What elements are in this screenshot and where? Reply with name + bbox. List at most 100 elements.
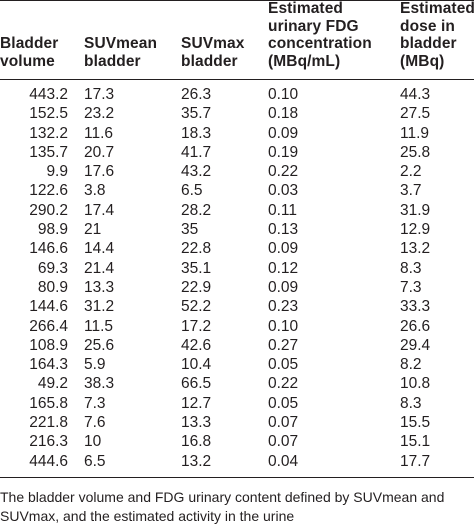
table-cell: 17.7: [400, 452, 431, 470]
table-cell: 11.5: [84, 317, 114, 335]
table-cell: 25.8: [400, 143, 431, 161]
table-header: Bladder volume SUVmean bladder SUVmax bl…: [0, 0, 474, 79]
table-cell: 0.22: [268, 163, 299, 181]
table-cell: 44.3: [400, 86, 431, 103]
table-row: 221.8 7.6 13.3 0.07 15.5: [0, 413, 474, 432]
table-cell: 0.13: [268, 221, 299, 239]
table-cell: 0.19: [268, 143, 299, 161]
table-cell: 7.3: [84, 394, 106, 412]
table-cell: 80.9: [37, 278, 68, 296]
table-cell: 42.6: [181, 336, 212, 354]
table-cell: 0.05: [268, 394, 299, 412]
table-cell: 22.8: [181, 240, 212, 258]
table-cell: 0.03: [268, 182, 299, 200]
table-row: 146.6 14.4 22.8 0.09 13.2: [0, 239, 474, 258]
table-cell: 0.05: [268, 356, 299, 374]
table-cell: 10: [84, 433, 102, 451]
table-row: 98.9 21 35 0.13 12.9: [0, 220, 474, 239]
table-cell: 7.3: [400, 278, 422, 296]
table-cell: 146.6: [29, 240, 68, 258]
table-row: 49.2 38.3 66.5 0.22 10.8: [0, 374, 474, 393]
table-cell: 29.4: [400, 336, 431, 354]
table-cell: 10.4: [181, 356, 212, 374]
table-cell: 0.07: [268, 414, 299, 432]
table-cell: 13.2: [400, 240, 431, 258]
table-row: 135.7 20.7 41.7 0.19 25.8: [0, 143, 474, 162]
table-cell: 26.3: [181, 86, 212, 103]
table-cell: 17.4: [84, 201, 115, 219]
table-row: 69.3 21.4 35.1 0.12 8.3: [0, 259, 474, 278]
table-row: 132.2 11.6 18.3 0.09 11.9: [0, 124, 474, 143]
table-cell: 108.9: [29, 336, 68, 354]
header-suvmax-bladder: SUVmax bladder: [181, 35, 245, 70]
table-cell: 13.3: [181, 414, 212, 432]
table-cell: 52.2: [181, 298, 212, 316]
header-rule: [0, 79, 474, 80]
table-cell: 13.2: [181, 452, 212, 470]
table-cell: 2.2: [400, 163, 422, 181]
table-cell: 43.2: [181, 163, 212, 181]
table-cell: 20.7: [84, 143, 115, 161]
table-cell: 11.9: [400, 124, 430, 142]
table-cell: 10.8: [400, 375, 431, 393]
table-cell: 12.7: [181, 394, 212, 412]
table-cell: 27.5: [400, 105, 431, 123]
table-row: 122.6 3.8 6.5 0.03 3.7: [0, 181, 474, 200]
table-cell: 35: [181, 221, 199, 239]
table-cell: 14.4: [84, 240, 115, 258]
table-row: 164.3 5.9 10.4 0.05 8.2: [0, 355, 474, 374]
table-cell: 8.3: [400, 259, 422, 277]
table-row: 152.5 23.2 35.7 0.18 27.5: [0, 104, 474, 123]
table-row: 290.2 17.4 28.2 0.11 31.9: [0, 201, 474, 220]
table-cell: 13.3: [84, 278, 115, 296]
table-cell: 17.2: [181, 317, 212, 335]
table-cell: 12.9: [400, 221, 431, 239]
table-cell: 66.5: [181, 375, 212, 393]
table-cell: 17.6: [84, 163, 115, 181]
table-cell: 22.9: [181, 278, 212, 296]
table-cell: 0.27: [268, 336, 299, 354]
table-row: 444.6 6.5 13.2 0.04 17.7: [0, 452, 474, 471]
table-row: 9.9 17.6 43.2 0.22 2.2: [0, 162, 474, 181]
table-cell: 0.04: [268, 452, 299, 470]
table-cell: 35.7: [181, 105, 212, 123]
table-cell: 5.9: [84, 356, 106, 374]
table-cell: 35.1: [181, 259, 212, 277]
table-cell: 31.9: [400, 201, 431, 219]
table-cell: 0.10: [268, 317, 299, 335]
table-cell: 15.1: [400, 433, 431, 451]
table-cell: 0.23: [268, 298, 299, 316]
top-rule: [0, 0, 474, 1]
table-cell: 33.3: [400, 298, 431, 316]
table-cell: 122.6: [29, 182, 68, 200]
table-cell: 9.9: [46, 163, 68, 181]
table-cell: 7.6: [84, 414, 106, 432]
table-cell: 221.8: [29, 414, 68, 432]
table-row: 165.8 7.3 12.7 0.05 8.3: [0, 394, 474, 413]
table-cell: 6.5: [84, 452, 106, 470]
table-cell: 0.10: [268, 86, 299, 103]
table-row: 216.3 10 16.8 0.07 15.1: [0, 432, 474, 451]
table-cell: 49.2: [37, 375, 68, 393]
table-cell: 216.3: [29, 433, 68, 451]
table-cell: 135.7: [29, 143, 68, 161]
table-cell: 0.11: [268, 201, 298, 219]
table-row: 108.9 25.6 42.6 0.27 29.4: [0, 336, 474, 355]
table-cell: 0.12: [268, 259, 299, 277]
table-cell: 17.3: [84, 86, 115, 103]
table-cell: 132.2: [29, 124, 68, 142]
table-cell: 23.2: [84, 105, 115, 123]
table-row: 144.6 31.2 52.2 0.23 33.3: [0, 297, 474, 316]
table-cell: 28.2: [181, 201, 212, 219]
table-cell: 3.8: [84, 182, 106, 200]
table-cell: 8.3: [400, 394, 422, 412]
table-cell: 3.7: [400, 182, 422, 200]
table-row: 443.2 17.3 26.3 0.10 44.3: [0, 85, 474, 104]
table-cell: 0.18: [268, 105, 299, 123]
table-cell: 0.22: [268, 375, 299, 393]
table-cell: 26.6: [400, 317, 431, 335]
table-cell: 98.9: [37, 221, 68, 239]
table-cell: 266.4: [29, 317, 68, 335]
table-cell: 11.6: [84, 124, 114, 142]
